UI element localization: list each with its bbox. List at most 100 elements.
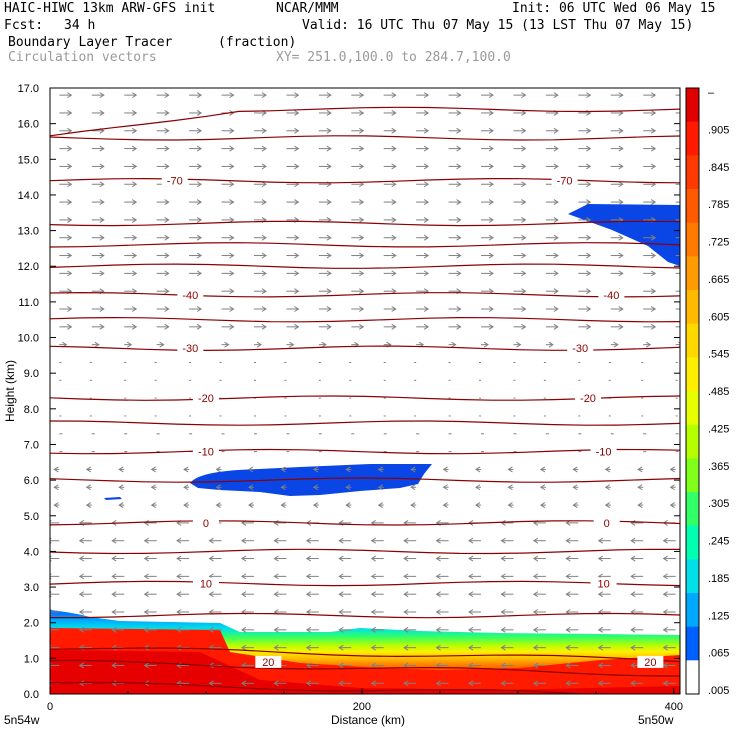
contour-label-bg xyxy=(177,288,204,301)
vector-head xyxy=(176,573,182,580)
vector-head xyxy=(423,127,430,134)
vector-head xyxy=(131,323,138,330)
vector-head xyxy=(312,502,319,508)
vector-head xyxy=(261,288,267,295)
vector-head xyxy=(521,288,527,295)
vector-head xyxy=(630,626,636,633)
contour-label: 0 xyxy=(604,518,610,530)
vector-head xyxy=(67,306,73,312)
vector-head xyxy=(370,680,376,687)
vector-head xyxy=(78,555,85,562)
vector-head xyxy=(183,502,189,508)
vector-head xyxy=(391,323,397,330)
vector-head xyxy=(338,537,344,544)
vector-head xyxy=(131,270,138,277)
vector-head xyxy=(423,270,430,277)
vector-head xyxy=(572,484,578,491)
vector-head xyxy=(164,252,170,259)
vector-head xyxy=(196,216,203,223)
contour-label: 0 xyxy=(203,518,209,530)
model-title: HAIC-HIWC 13km ARW-GFS init xyxy=(4,1,216,16)
colorbar-swatch xyxy=(686,121,699,156)
vector-head xyxy=(532,609,539,615)
vector-head xyxy=(650,270,657,277)
vector-head xyxy=(241,573,247,580)
vector-head xyxy=(475,466,481,473)
y-tick-label: 9.0 xyxy=(24,368,39,380)
vector-head xyxy=(435,591,441,598)
vector-head xyxy=(650,163,657,170)
vector-head xyxy=(359,288,365,295)
vector-head xyxy=(241,626,247,633)
vector-head xyxy=(111,644,117,651)
vector-head xyxy=(521,110,527,116)
vector-head xyxy=(442,502,448,508)
temperature-contour-line xyxy=(50,477,680,483)
colorbar-swatch xyxy=(686,189,699,224)
vector-head xyxy=(111,609,117,615)
vector-head xyxy=(423,252,430,259)
vector-head xyxy=(273,591,279,598)
vector-head xyxy=(423,110,430,116)
tracer-patch-upper xyxy=(568,204,680,266)
vector-head xyxy=(67,163,73,170)
vector-head xyxy=(423,181,430,188)
vector-head xyxy=(370,662,376,669)
vector-head xyxy=(403,591,409,598)
colorbar-swatch xyxy=(686,222,699,257)
y-tick-label: 3.0 xyxy=(24,582,39,594)
x-axis-title: Distance (km) xyxy=(331,713,405,727)
org-label: NCAR/MMM xyxy=(276,1,339,16)
vector-head xyxy=(650,288,657,295)
vector-head xyxy=(377,502,383,508)
vector-head xyxy=(294,252,300,259)
vector-head xyxy=(456,270,462,277)
colorbar-label: .125 xyxy=(708,610,729,622)
vector-head xyxy=(164,92,170,99)
contour-label: -70 xyxy=(557,176,573,188)
vector-head xyxy=(294,323,300,330)
contour-label: 20 xyxy=(644,657,656,669)
vector-head xyxy=(456,234,462,241)
vector-head xyxy=(305,591,312,598)
colorbar-label: .665 xyxy=(708,274,729,286)
vector-head xyxy=(183,466,189,473)
vector-head xyxy=(468,555,474,562)
vector-head xyxy=(650,92,657,99)
vector-head xyxy=(359,92,365,99)
vector-head xyxy=(423,163,430,170)
vector-head xyxy=(586,288,592,295)
vector-head xyxy=(196,306,203,312)
vector-head xyxy=(410,484,416,491)
vector-head xyxy=(391,234,397,241)
vector-head xyxy=(532,680,539,687)
vector-head xyxy=(196,234,203,241)
vector-head xyxy=(164,234,170,241)
vector-head xyxy=(196,127,203,134)
vector-head xyxy=(586,163,592,170)
contour-label-bg xyxy=(590,577,617,590)
contour-label-bg xyxy=(567,342,594,355)
vector-head xyxy=(391,252,397,259)
vector-head xyxy=(456,163,462,170)
vector-head xyxy=(164,288,170,295)
vector-head xyxy=(67,127,73,134)
colorbar-label: .185 xyxy=(708,573,729,585)
vector-head xyxy=(604,484,611,491)
vector-head xyxy=(99,270,105,277)
vector-head xyxy=(280,502,286,508)
vector-head xyxy=(131,181,138,188)
vector-head xyxy=(215,484,221,491)
vector-head xyxy=(370,644,376,651)
vector-head xyxy=(507,502,513,508)
x-start-label: 5n54w xyxy=(4,713,40,727)
vector-head xyxy=(359,252,365,259)
y-tick-label: 17.0 xyxy=(18,83,39,95)
vector-head xyxy=(359,199,365,205)
temperature-contour-line xyxy=(50,448,680,455)
vector-head xyxy=(261,199,267,205)
vector-head xyxy=(650,323,657,330)
vector-head xyxy=(359,110,365,116)
vector-head xyxy=(565,537,571,544)
y-axis: 0.0 1.0 2.0 3.0 4.0 5.0 6.0 7.0 8.0 9.0 10.0 11.0 12… xyxy=(18,83,680,701)
